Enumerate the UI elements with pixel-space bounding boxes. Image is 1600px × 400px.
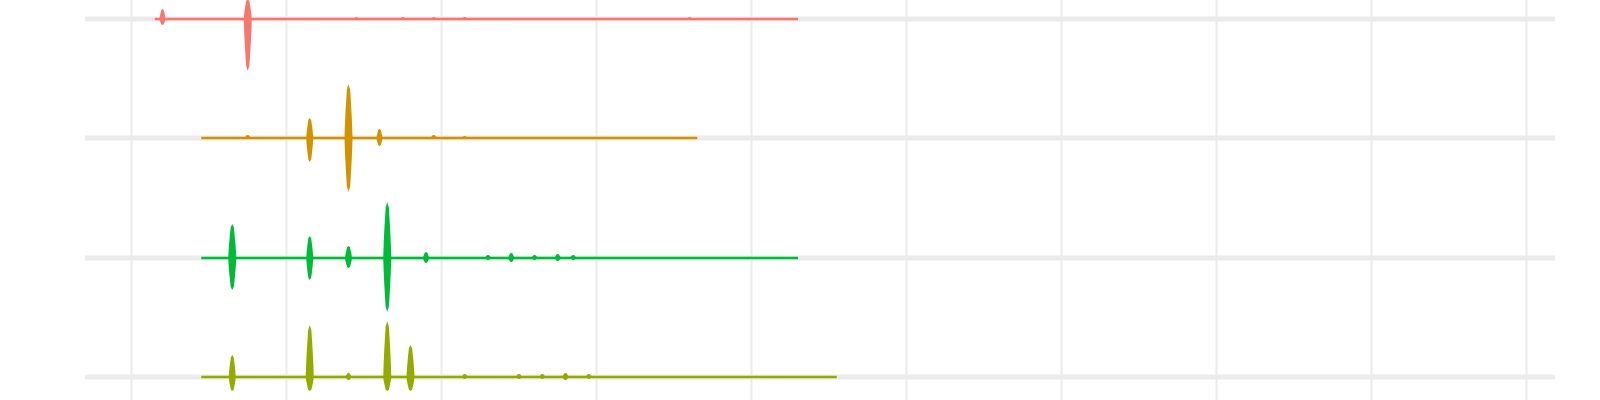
series-1-burst-3 xyxy=(376,129,383,146)
series-2-burst-4 xyxy=(423,252,429,263)
series-3-burst-8 xyxy=(562,373,569,380)
series-1 xyxy=(201,84,698,192)
series-0-burst-5 xyxy=(430,17,437,20)
series-1-burst-5 xyxy=(461,136,468,139)
series-2-burst-3 xyxy=(383,202,392,312)
grid xyxy=(85,0,1555,400)
series-3 xyxy=(201,321,837,391)
series-1-burst-2 xyxy=(344,84,353,192)
series-1-burst-0 xyxy=(244,135,251,139)
series-2-burst-9 xyxy=(570,255,577,260)
series-2-burst-5 xyxy=(485,255,491,260)
series-2-burst-6 xyxy=(508,253,515,262)
series-3-burst-5 xyxy=(461,374,468,379)
series-2 xyxy=(201,202,798,312)
series-layer xyxy=(154,0,837,391)
series-3-burst-3 xyxy=(383,321,392,391)
series-3-burst-0 xyxy=(228,355,236,391)
series-3-burst-6 xyxy=(516,374,522,379)
series-3-burst-4 xyxy=(406,345,415,391)
series-0-burst-0 xyxy=(159,9,166,25)
series-0 xyxy=(154,0,798,71)
series-1-burst-1 xyxy=(306,118,314,162)
series-0-burst-2 xyxy=(299,18,305,20)
series-2-burst-0 xyxy=(228,224,237,290)
series-2-burst-8 xyxy=(554,254,561,261)
series-3-burst-2 xyxy=(345,373,352,380)
series-2-burst-1 xyxy=(306,236,314,280)
series-2-burst-2 xyxy=(345,246,352,268)
series-2-burst-7 xyxy=(531,255,538,260)
series-0-burst-4 xyxy=(399,17,406,20)
series-0-burst-3 xyxy=(353,17,360,20)
series-0-burst-8 xyxy=(686,17,693,20)
series-3-burst-1 xyxy=(305,325,314,391)
series-3-burst-7 xyxy=(539,374,546,379)
series-0-burst-7 xyxy=(492,18,499,20)
series-0-burst-1 xyxy=(243,0,252,71)
series-3-burst-9 xyxy=(585,374,592,379)
series-1-burst-4 xyxy=(430,135,437,139)
series-0-burst-6 xyxy=(461,17,468,20)
